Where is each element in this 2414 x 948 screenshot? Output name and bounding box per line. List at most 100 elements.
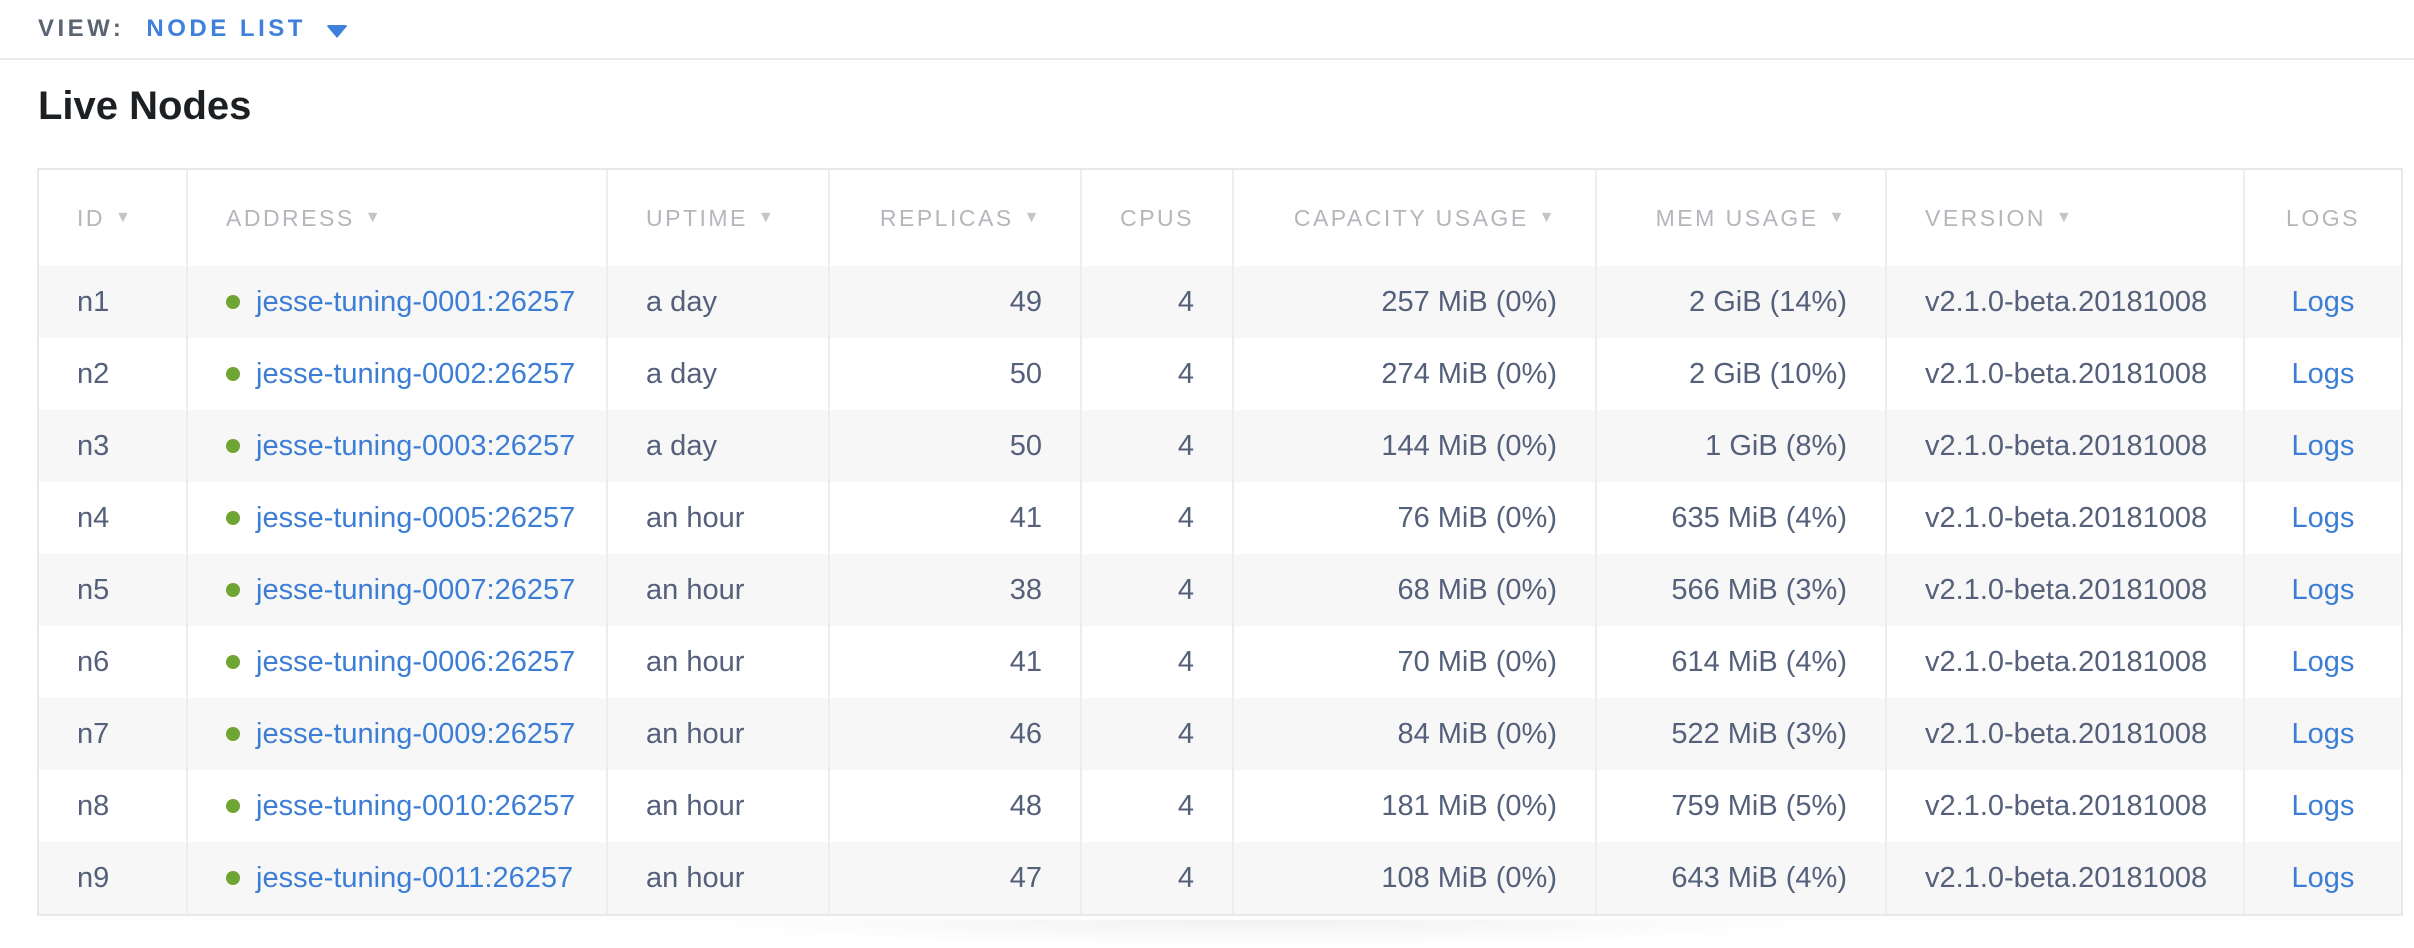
logs-link[interactable]: Logs [2291, 285, 2355, 318]
logs-link[interactable]: Logs [2291, 789, 2355, 822]
cell-mem-usage: 643 MiB (4%) [1597, 842, 1887, 914]
cell-uptime: an hour [608, 626, 830, 698]
logs-link[interactable]: Logs [2291, 357, 2355, 390]
column-header-capacity-usage[interactable]: CAPACITY USAGE ▼ [1234, 170, 1597, 266]
column-header-cpus: CPUS [1082, 170, 1234, 266]
column-header-id[interactable]: ID ▼ [39, 170, 188, 266]
table-body: n1 jesse-tuning-0001:26257 a day 49 4 25… [39, 266, 2401, 914]
logs-link[interactable]: Logs [2291, 573, 2355, 606]
cell-logs: Logs [2245, 482, 2401, 554]
node-address-link[interactable]: jesse-tuning-0005:26257 [256, 501, 576, 534]
cell-mem-usage: 614 MiB (4%) [1597, 626, 1887, 698]
cell-mem-usage: 522 MiB (3%) [1597, 698, 1887, 770]
cell-version: v2.1.0-beta.20181008 [1887, 410, 2245, 482]
column-header-mem-usage[interactable]: MEM USAGE ▼ [1597, 170, 1887, 266]
column-header-replicas[interactable]: REPLICAS ▼ [830, 170, 1082, 266]
view-dropdown[interactable]: NODE LIST [146, 15, 348, 43]
cell-node-id: n9 [39, 842, 188, 914]
node-live-status-icon [226, 511, 240, 525]
cell-version: v2.1.0-beta.20181008 [1887, 842, 2245, 914]
node-address-link[interactable]: jesse-tuning-0006:26257 [256, 645, 576, 678]
node-address-link[interactable]: jesse-tuning-0003:26257 [256, 429, 576, 462]
cell-cpus: 4 [1082, 698, 1234, 770]
node-live-status-icon [226, 583, 240, 597]
sort-arrow-icon[interactable]: ▼ [1828, 209, 1847, 226]
sort-arrow-icon[interactable]: ▼ [1538, 209, 1557, 226]
logs-link[interactable]: Logs [2291, 645, 2355, 678]
cell-mem-usage: 2 GiB (10%) [1597, 338, 1887, 410]
cell-version: v2.1.0-beta.20181008 [1887, 338, 2245, 410]
node-live-status-icon [226, 295, 240, 309]
table-row: n7 jesse-tuning-0009:26257 an hour 46 4 … [39, 698, 2401, 770]
node-address-link[interactable]: jesse-tuning-0002:26257 [256, 357, 576, 390]
logs-link[interactable]: Logs [2291, 429, 2355, 462]
cell-replicas: 50 [830, 410, 1082, 482]
cell-version: v2.1.0-beta.20181008 [1887, 266, 2245, 338]
cell-cpus: 4 [1082, 266, 1234, 338]
cell-address: jesse-tuning-0002:26257 [188, 338, 608, 410]
table-row: n2 jesse-tuning-0002:26257 a day 50 4 27… [39, 338, 2401, 410]
table-row: n6 jesse-tuning-0006:26257 an hour 41 4 … [39, 626, 2401, 698]
page-title: Live Nodes [38, 84, 252, 128]
node-live-status-icon [226, 367, 240, 381]
node-address-link[interactable]: jesse-tuning-0009:26257 [256, 717, 576, 750]
column-header-uptime[interactable]: UPTIME ▼ [608, 170, 830, 266]
cell-capacity-usage: 70 MiB (0%) [1234, 626, 1597, 698]
cell-address: jesse-tuning-0010:26257 [188, 770, 608, 842]
node-address-link[interactable]: jesse-tuning-0001:26257 [256, 285, 576, 318]
cell-capacity-usage: 76 MiB (0%) [1234, 482, 1597, 554]
cell-replicas: 41 [830, 626, 1082, 698]
cell-node-id: n8 [39, 770, 188, 842]
logs-link[interactable]: Logs [2291, 501, 2355, 534]
cell-mem-usage: 635 MiB (4%) [1597, 482, 1887, 554]
column-header-version[interactable]: VERSION ▼ [1887, 170, 2245, 266]
cell-uptime: an hour [608, 554, 830, 626]
sort-arrow-icon[interactable]: ▼ [2056, 209, 2075, 226]
node-address-link[interactable]: jesse-tuning-0007:26257 [256, 573, 576, 606]
node-address-link[interactable]: jesse-tuning-0011:26257 [256, 861, 574, 894]
cell-replicas: 48 [830, 770, 1082, 842]
cell-logs: Logs [2245, 266, 2401, 338]
cell-replicas: 41 [830, 482, 1082, 554]
cell-uptime: an hour [608, 698, 830, 770]
table-header-row: ID ▼ ADDRESS ▼ UPTIME ▼ REPLICAS ▼ CPUS … [39, 170, 2401, 266]
cell-address: jesse-tuning-0001:26257 [188, 266, 608, 338]
node-live-status-icon [226, 799, 240, 813]
cell-cpus: 4 [1082, 410, 1234, 482]
view-bar: VIEW: NODE LIST [0, 0, 2414, 60]
live-nodes-table: ID ▼ ADDRESS ▼ UPTIME ▼ REPLICAS ▼ CPUS … [37, 168, 2403, 916]
sort-arrow-icon[interactable]: ▼ [115, 209, 134, 226]
column-header-address[interactable]: ADDRESS ▼ [188, 170, 608, 266]
cell-cpus: 4 [1082, 626, 1234, 698]
cell-node-id: n2 [39, 338, 188, 410]
sort-arrow-icon[interactable]: ▼ [364, 209, 384, 226]
cell-logs: Logs [2245, 698, 2401, 770]
sort-arrow-icon[interactable]: ▼ [1023, 209, 1042, 226]
cell-address: jesse-tuning-0003:26257 [188, 410, 608, 482]
cell-logs: Logs [2245, 410, 2401, 482]
cell-node-id: n4 [39, 482, 188, 554]
cell-version: v2.1.0-beta.20181008 [1887, 698, 2245, 770]
cell-address: jesse-tuning-0005:26257 [188, 482, 608, 554]
cell-node-id: n3 [39, 410, 188, 482]
table-row: n3 jesse-tuning-0003:26257 a day 50 4 14… [39, 410, 2401, 482]
cell-uptime: an hour [608, 482, 830, 554]
cell-uptime: an hour [608, 770, 830, 842]
table-row: n1 jesse-tuning-0001:26257 a day 49 4 25… [39, 266, 2401, 338]
cell-capacity-usage: 68 MiB (0%) [1234, 554, 1597, 626]
cell-cpus: 4 [1082, 338, 1234, 410]
cell-uptime: an hour [608, 842, 830, 914]
cell-node-id: n6 [39, 626, 188, 698]
cell-address: jesse-tuning-0007:26257 [188, 554, 608, 626]
sort-arrow-icon[interactable]: ▼ [757, 209, 777, 226]
view-dropdown-value[interactable]: NODE LIST [146, 15, 306, 42]
node-address-link[interactable]: jesse-tuning-0010:26257 [256, 789, 576, 822]
cell-replicas: 46 [830, 698, 1082, 770]
view-label: VIEW: [38, 15, 125, 42]
logs-link[interactable]: Logs [2291, 861, 2355, 894]
cell-address: jesse-tuning-0006:26257 [188, 626, 608, 698]
logs-link[interactable]: Logs [2291, 717, 2355, 750]
cell-uptime: a day [608, 410, 830, 482]
cell-capacity-usage: 108 MiB (0%) [1234, 842, 1597, 914]
column-header-logs: LOGS [2286, 204, 2360, 231]
